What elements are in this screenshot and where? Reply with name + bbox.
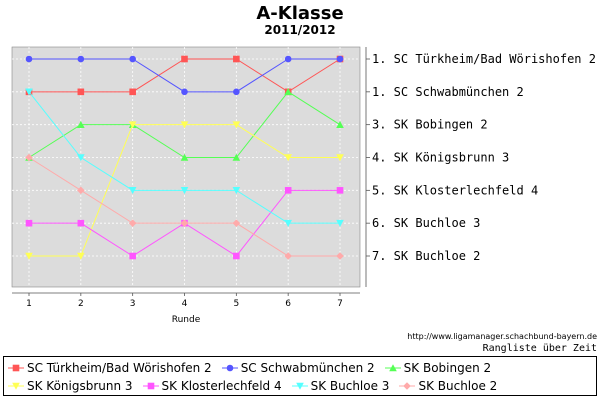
source-url: http://www.ligamanager.schachbund-bayern… xyxy=(407,332,597,341)
data-point xyxy=(336,187,344,194)
data-point xyxy=(77,120,85,128)
data-point xyxy=(128,219,137,227)
data-point xyxy=(180,187,189,195)
chart-caption: Rangliste über Zeit xyxy=(482,343,597,354)
data-point xyxy=(180,153,189,161)
data-point xyxy=(336,120,344,128)
data-point xyxy=(180,219,189,227)
data-point xyxy=(233,88,240,96)
data-point xyxy=(25,153,33,162)
data-point xyxy=(25,55,33,63)
rank-label: 7. SK Buchloe 2 xyxy=(372,249,480,263)
data-point xyxy=(232,219,241,227)
data-point xyxy=(233,252,240,260)
legend-marker xyxy=(403,382,412,390)
data-point xyxy=(181,55,188,63)
x-tick-label: 7 xyxy=(337,299,343,309)
data-point xyxy=(284,187,292,194)
legend-marker-icon xyxy=(399,382,416,390)
data-point xyxy=(129,55,136,63)
data-point xyxy=(129,252,136,260)
legend-item: SC Türkheim/Bad Wörishofen 2 xyxy=(8,361,212,375)
legend-marker-icon xyxy=(8,382,24,390)
legend-marker xyxy=(147,382,154,390)
plot-area xyxy=(11,46,361,288)
x-axis-label: Runde xyxy=(172,315,201,325)
data-point xyxy=(128,121,137,129)
data-point xyxy=(284,88,292,96)
rank-label: 6. SK Buchloe 3 xyxy=(372,216,480,230)
legend-marker-icon xyxy=(142,382,159,390)
data-point xyxy=(77,88,85,96)
chart-title: A-Klasse xyxy=(256,3,343,24)
legend-marker xyxy=(388,364,397,372)
data-point xyxy=(232,153,241,161)
legend-item: SK Königsbrunn 3 xyxy=(8,379,133,393)
legend-item: SK Buchloe 3 xyxy=(291,379,390,393)
legend-label: SK Königsbrunn 3 xyxy=(27,379,133,393)
data-point xyxy=(25,219,33,227)
rank-label: 3. SK Bobingen 2 xyxy=(372,118,488,132)
x-tick-label: 2 xyxy=(78,299,84,309)
legend-marker xyxy=(226,364,233,372)
legend-marker-icon xyxy=(221,364,238,372)
data-point xyxy=(284,219,292,227)
legend-label: SK Bobingen 2 xyxy=(403,361,492,375)
data-point xyxy=(129,88,136,96)
legend-marker xyxy=(12,382,20,390)
legend-marker xyxy=(12,364,20,372)
legend-item: SK Klosterlechfeld 4 xyxy=(142,379,282,393)
legend-marker-icon xyxy=(8,364,24,372)
legend-item: SK Bobingen 2 xyxy=(384,361,492,375)
x-tick-label: 5 xyxy=(233,299,239,309)
data-point xyxy=(181,88,188,96)
legend-row: SC Türkheim/Bad Wörishofen 2 SC Schwabmün… xyxy=(4,359,497,377)
legend: SC Türkheim/Bad Wörishofen 2 SC Schwabmün… xyxy=(3,356,597,396)
legend-marker-icon xyxy=(291,382,308,390)
data-point xyxy=(77,252,85,260)
data-point xyxy=(336,55,344,63)
x-tick-label: 3 xyxy=(130,299,136,309)
x-tick-label: 1 xyxy=(26,299,32,309)
legend-label: SC Schwabmünchen 2 xyxy=(240,361,375,375)
legend-label: SK Klosterlechfeld 4 xyxy=(161,379,282,393)
data-point xyxy=(77,186,85,195)
legend-marker xyxy=(295,382,304,390)
legend-row: SK Königsbrunn 3 SK Klosterlechfeld 4 SK B… xyxy=(4,377,503,395)
legend-marker-icon xyxy=(384,364,401,372)
data-point xyxy=(336,154,344,162)
legend-item: SK Buchloe 2 xyxy=(399,379,497,393)
x-tick-label: 6 xyxy=(285,299,291,309)
data-point xyxy=(128,187,137,195)
rank-label: 1. SC Türkheim/Bad Wörishofen 2 xyxy=(372,52,596,66)
rank-label: 4. SK Königsbrunn 3 xyxy=(372,151,509,165)
data-point xyxy=(232,121,241,129)
data-point xyxy=(336,252,344,260)
data-point xyxy=(336,219,344,227)
data-point xyxy=(284,55,292,63)
data-point xyxy=(284,252,292,260)
data-point xyxy=(233,55,240,63)
chart-subtitle: 2011/2012 xyxy=(264,23,335,37)
data-point xyxy=(77,154,85,162)
data-point xyxy=(77,55,85,63)
data-point xyxy=(25,252,33,260)
data-point xyxy=(232,187,241,195)
legend-label: SK Buchloe 2 xyxy=(418,379,498,393)
data-point xyxy=(25,88,33,96)
rank-label: 1. SC Schwabmünchen 2 xyxy=(372,85,524,99)
legend-item: SC Schwabmünchen 2 xyxy=(221,361,375,375)
rank-label: 5. SK Klosterlechfeld 4 xyxy=(372,183,538,197)
x-tick-label: 4 xyxy=(182,299,188,309)
legend-label: SK Buchloe 3 xyxy=(310,379,390,393)
data-point xyxy=(284,154,292,162)
data-point xyxy=(180,121,189,129)
legend-label: SC Türkheim/Bad Wörishofen 2 xyxy=(27,361,212,375)
data-point xyxy=(77,219,85,227)
